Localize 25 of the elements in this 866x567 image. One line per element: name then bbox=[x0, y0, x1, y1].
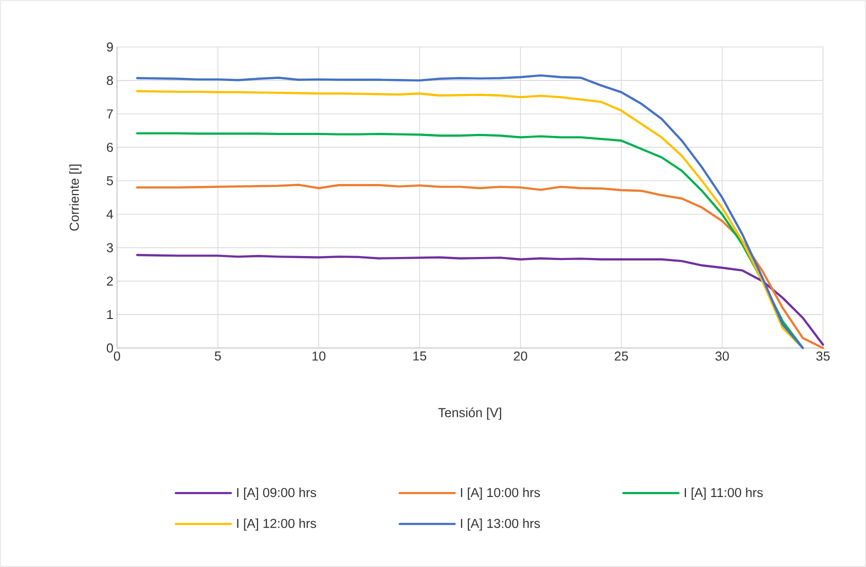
y-tick-label: 1 bbox=[107, 310, 113, 320]
y-tick-label: 3 bbox=[106, 243, 113, 252]
y-tick-label: 0 bbox=[106, 343, 113, 353]
legend-label: I [A] 12:00 hrs bbox=[237, 518, 316, 531]
x-tick-label: 20 bbox=[514, 352, 528, 361]
legend-label: I [A] 09:00 hrs bbox=[237, 488, 316, 500]
y-axis-title: Corriente [I] bbox=[69, 164, 82, 231]
y-tick-label: 8 bbox=[106, 76, 113, 86]
x-tick-label: 35 bbox=[816, 352, 830, 361]
y-tick-label: 4 bbox=[106, 210, 114, 219]
x-axis-title: Tensión [V] bbox=[438, 408, 502, 420]
x-tick-label: 5 bbox=[214, 352, 221, 361]
legend-label: I [A] 11:00 hrs bbox=[684, 488, 763, 500]
legend-label: I [A] 10:00 hrs bbox=[460, 488, 540, 500]
y-tick-label: 6 bbox=[106, 142, 113, 152]
x-tick-label: 0 bbox=[114, 352, 120, 361]
y-tick-label: 5 bbox=[106, 176, 113, 186]
y-tick-label: 9 bbox=[106, 42, 113, 52]
legend-label: I [A] 13:00 hrs bbox=[460, 518, 540, 531]
x-tick-label: 30 bbox=[715, 352, 729, 361]
x-tick-label: 10 bbox=[312, 352, 326, 361]
y-tick-label: 2 bbox=[106, 276, 113, 286]
y-tick-label: 7 bbox=[106, 109, 113, 118]
x-tick-label: 25 bbox=[614, 352, 628, 361]
x-tick-label: 15 bbox=[413, 352, 426, 361]
